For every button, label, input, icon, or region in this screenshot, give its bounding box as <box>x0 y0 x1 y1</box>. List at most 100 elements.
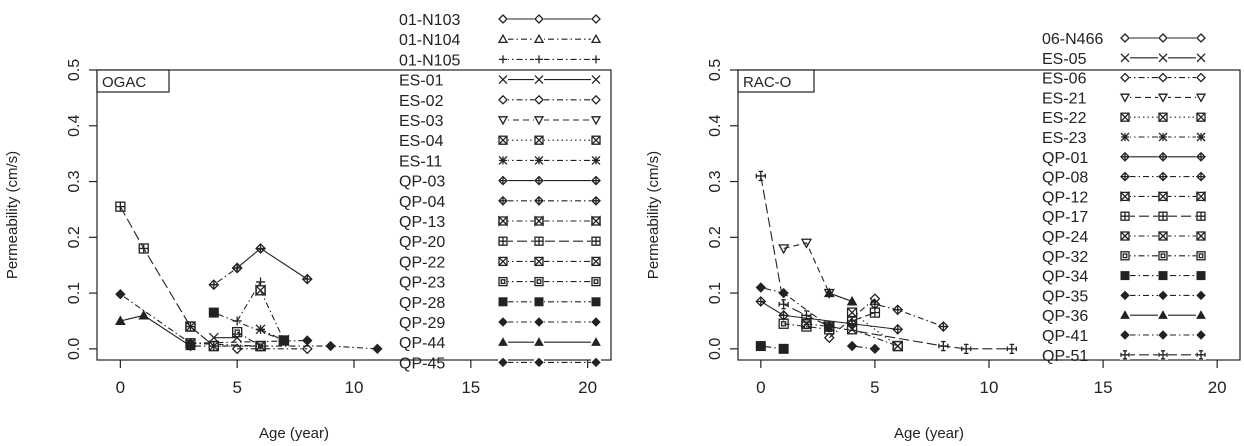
legend-item-es-04: ES-04 <box>399 133 601 150</box>
legend-label: QP-20 <box>399 234 445 251</box>
legend-marker <box>1158 350 1168 360</box>
legend-marker <box>1120 231 1130 241</box>
legend-marker <box>1196 251 1206 261</box>
legend-marker <box>1196 132 1206 142</box>
x-tick-label: 5 <box>232 378 241 397</box>
series-es-02 <box>231 343 313 355</box>
x-tick-label: 10 <box>980 378 999 397</box>
legend-item-qp-41: QP-41 <box>1042 328 1206 345</box>
series-line-qp-03 <box>236 247 308 280</box>
data-point-qp-51 <box>1006 343 1017 354</box>
legend-label: QP-13 <box>399 214 445 231</box>
legend-marker <box>1120 350 1130 360</box>
legend-label: ES-06 <box>1042 71 1087 88</box>
legend-marker <box>1120 72 1130 83</box>
series-line-qp-17 <box>851 312 876 322</box>
legend-marker <box>1196 330 1206 340</box>
legend-item-qp-17: QP-17 <box>1042 209 1206 226</box>
data-point-qp-51 <box>801 310 812 321</box>
legend-item-qp-45: QP-45 <box>399 355 601 372</box>
legend-label: 01-N104 <box>399 32 460 49</box>
legend-label: QP-17 <box>1042 209 1088 226</box>
series-line-qp-22 <box>190 342 261 347</box>
legend-label: 01-N105 <box>399 52 460 69</box>
legend-marker <box>534 94 544 105</box>
legend-marker <box>1196 231 1206 241</box>
legend-label: QP-44 <box>399 335 445 352</box>
legend-marker <box>1120 132 1130 142</box>
legend-item-es-03: ES-03 <box>399 113 602 130</box>
legend-marker <box>1158 271 1168 281</box>
data-point-qp-04 <box>231 262 243 274</box>
legend-label: QP-12 <box>1042 189 1088 206</box>
series-qp-17 <box>846 307 881 327</box>
y-tick-label: 0.4 <box>707 115 724 137</box>
data-point-es-06 <box>823 332 835 344</box>
data-point-qp-51 <box>824 321 835 332</box>
legend-label: 01-N103 <box>399 12 460 29</box>
legend-marker <box>1196 33 1206 43</box>
legend-marker <box>591 94 601 105</box>
legend-marker <box>1196 72 1206 83</box>
legend-item-es-21: ES-21 <box>1042 90 1207 107</box>
data-point-qp-03 <box>255 243 266 254</box>
legend-marker <box>1196 271 1206 281</box>
legend-marker <box>1158 112 1168 122</box>
legend-marker <box>1120 112 1130 122</box>
y-tick-label: 0.3 <box>707 170 724 192</box>
legend-marker <box>1120 151 1130 162</box>
legend-label: QP-28 <box>399 295 445 312</box>
series-line-qp-20 <box>119 206 215 347</box>
legend-marker <box>1196 290 1206 301</box>
legend-label: ES-01 <box>399 73 444 90</box>
legend-marker <box>498 357 508 368</box>
legend-item-es-02: ES-02 <box>399 93 601 110</box>
legend-marker <box>1158 53 1168 63</box>
legend-item-es-22: ES-22 <box>1042 110 1206 127</box>
legend-label: 06-N466 <box>1042 31 1103 48</box>
x-tick-label: 20 <box>1208 378 1227 397</box>
legend-marker <box>1158 171 1168 182</box>
legend-marker <box>534 75 544 85</box>
legend-marker <box>497 33 509 44</box>
data-point-es-21 <box>778 244 790 255</box>
legend-marker <box>533 33 545 44</box>
series-line-01-n105 <box>236 281 262 322</box>
data-point-es-01 <box>232 332 243 343</box>
data-point-qp-51 <box>778 299 789 310</box>
legend-marker <box>534 297 544 307</box>
y-tick-label: 0.5 <box>66 59 83 81</box>
legend-item-01-n105: 01-N105 <box>399 52 601 69</box>
y-tick-label: 0.1 <box>66 282 83 304</box>
legend-marker <box>591 337 601 346</box>
legend-label: QP-29 <box>399 315 445 332</box>
series-line-qp-32 <box>783 323 830 330</box>
legend-marker <box>1158 231 1168 241</box>
legend-label: QP-34 <box>1042 269 1088 286</box>
legend-marker <box>1120 33 1130 43</box>
x-tick-label: 15 <box>1094 378 1113 397</box>
legend-marker <box>591 155 601 165</box>
legend-item-qp-20: QP-20 <box>399 234 601 251</box>
legend-marker <box>1120 171 1130 182</box>
legend-marker <box>1195 93 1207 103</box>
data-point-es-11 <box>255 324 266 335</box>
legend-label: ES-05 <box>1042 51 1087 68</box>
legend-label: QP-51 <box>1042 348 1088 365</box>
x-tick-label: 20 <box>578 378 597 397</box>
data-point-qp-29 <box>302 335 313 346</box>
legend-marker <box>534 357 544 368</box>
legend-item-qp-12: QP-12 <box>1042 189 1206 206</box>
legend-item-qp-01: QP-01 <box>1042 150 1206 167</box>
y-tick-label: 0.2 <box>707 226 724 248</box>
panel-label-box <box>96 69 170 93</box>
legend-item-qp-24: QP-24 <box>1042 229 1206 246</box>
legend-item-es-05: ES-05 <box>1042 51 1206 68</box>
legend-marker <box>498 317 508 327</box>
legend-marker <box>591 195 601 206</box>
series-line-qp-28 <box>213 312 285 341</box>
data-point-qp-34 <box>755 341 766 352</box>
series-01-n105 <box>232 277 266 326</box>
legend-marker <box>1158 290 1168 301</box>
data-point-es-01 <box>208 332 219 343</box>
